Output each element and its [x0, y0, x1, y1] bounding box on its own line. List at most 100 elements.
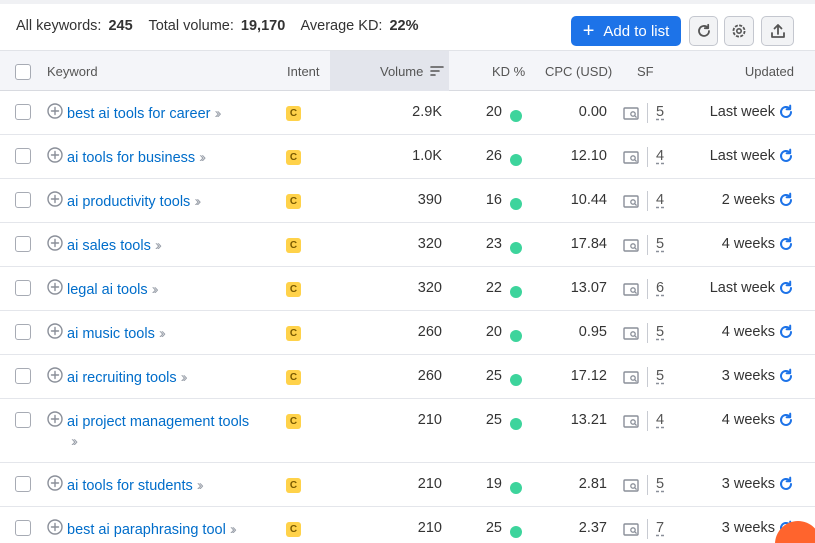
keyword-link[interactable]: best ai paraphrasing tool ›› — [67, 520, 237, 540]
serp-features-count[interactable]: 4 — [656, 192, 665, 208]
refresh-keyword-icon[interactable] — [778, 476, 794, 492]
serp-features-count[interactable]: 5 — [656, 104, 665, 120]
row-checkbox[interactable] — [15, 476, 31, 492]
row-checkbox[interactable] — [15, 148, 31, 164]
column-header-sf[interactable]: SF — [637, 64, 654, 79]
serp-snapshot-icon[interactable] — [623, 195, 639, 208]
serp-snapshot-icon[interactable] — [623, 107, 639, 120]
intent-badge[interactable]: C — [286, 478, 301, 493]
serp-snapshot-icon[interactable] — [623, 371, 639, 384]
add-keyword-icon[interactable] — [47, 103, 63, 119]
double-chevron-icon[interactable]: ›› — [158, 325, 166, 342]
intent-badge[interactable]: C — [286, 282, 301, 297]
refresh-keyword-icon[interactable] — [778, 368, 794, 384]
kd-value: 25 — [485, 520, 502, 536]
row-checkbox[interactable] — [15, 104, 31, 120]
column-header-updated[interactable]: Updated — [744, 64, 794, 79]
serp-snapshot-icon[interactable] — [623, 327, 639, 340]
table-row: legal ai tools ›› C 320 22 13.07 6 Last week — [0, 267, 815, 311]
table-row: ai tools for business ›› C 1.0K 26 12.10 4 Last… — [0, 135, 815, 179]
add-keyword-icon[interactable] — [47, 323, 63, 339]
serp-features-count[interactable]: 5 — [656, 324, 665, 340]
double-chevron-icon[interactable]: ›› — [194, 193, 201, 210]
add-keyword-icon[interactable] — [47, 475, 63, 491]
row-checkbox[interactable] — [15, 412, 31, 428]
keyword-link[interactable]: best ai tools for career ›› — [67, 104, 221, 124]
column-header-intent[interactable]: Intent — [287, 64, 320, 79]
intent-badge[interactable]: C — [286, 238, 301, 253]
serp-features-count[interactable]: 5 — [656, 476, 665, 492]
row-checkbox[interactable] — [15, 324, 31, 340]
intent-badge[interactable]: C — [286, 150, 301, 165]
updated-value: Last week — [709, 280, 775, 296]
keyword-link[interactable]: ai project management tools ›› — [67, 412, 267, 452]
table-header: Keyword Intent Volume KD % CPC (USD) SF … — [0, 50, 815, 91]
export-button[interactable] — [761, 16, 794, 46]
column-header-keyword[interactable]: Keyword — [47, 64, 98, 79]
intent-badge[interactable]: C — [286, 414, 301, 429]
double-chevron-icon[interactable]: ›› — [71, 433, 78, 450]
serp-snapshot-icon[interactable] — [623, 239, 639, 252]
add-keyword-icon[interactable] — [47, 519, 63, 535]
row-checkbox[interactable] — [15, 520, 31, 536]
add-keyword-icon[interactable] — [47, 191, 63, 207]
intent-badge[interactable]: C — [286, 370, 301, 385]
add-to-list-button[interactable]: + Add to list — [571, 16, 681, 46]
refresh-keyword-icon[interactable] — [778, 412, 794, 428]
keyword-link[interactable]: ai sales tools ›› — [67, 236, 162, 256]
serp-snapshot-icon[interactable] — [623, 283, 639, 296]
serp-snapshot-icon[interactable] — [623, 151, 639, 164]
select-all-checkbox[interactable] — [15, 64, 31, 80]
intent-badge[interactable]: C — [286, 522, 301, 537]
add-keyword-icon[interactable] — [47, 367, 63, 383]
refresh-keyword-icon[interactable] — [778, 192, 794, 208]
double-chevron-icon[interactable]: ›› — [180, 369, 188, 386]
kd-indicator-dot — [510, 374, 522, 386]
serp-features-count[interactable]: 7 — [656, 520, 665, 536]
keyword-link[interactable]: ai productivity tools ›› — [67, 192, 201, 212]
add-keyword-icon[interactable] — [47, 235, 63, 251]
double-chevron-icon[interactable]: ›› — [154, 237, 162, 254]
column-header-cpc[interactable]: CPC (USD) — [545, 64, 613, 79]
double-chevron-icon[interactable]: ›› — [199, 149, 206, 166]
refresh-keyword-icon[interactable] — [778, 104, 794, 120]
serp-snapshot-icon[interactable] — [623, 479, 639, 492]
intent-badge[interactable]: C — [286, 106, 301, 121]
serp-features-count[interactable]: 4 — [656, 412, 665, 428]
intent-badge[interactable]: C — [286, 194, 301, 209]
serp-features-count[interactable]: 5 — [656, 236, 665, 252]
add-keyword-icon[interactable] — [47, 279, 63, 295]
serp-snapshot-icon[interactable] — [623, 523, 639, 536]
row-checkbox[interactable] — [15, 368, 31, 384]
keyword-link[interactable]: legal ai tools ›› — [67, 280, 159, 300]
refresh-button[interactable] — [689, 16, 718, 46]
settings-button[interactable] — [724, 16, 754, 46]
double-chevron-icon[interactable]: ›› — [151, 281, 159, 298]
row-checkbox[interactable] — [15, 192, 31, 208]
double-chevron-icon[interactable]: ›› — [196, 477, 204, 494]
help-button[interactable] — [775, 521, 815, 543]
cpc-value: 2.37 — [578, 520, 607, 536]
refresh-keyword-icon[interactable] — [778, 148, 794, 164]
serp-features-count[interactable]: 5 — [656, 368, 665, 384]
column-header-volume[interactable]: Volume — [380, 64, 444, 79]
serp-features-count[interactable]: 6 — [656, 280, 665, 296]
add-keyword-icon[interactable] — [47, 411, 63, 427]
keyword-link[interactable]: ai tools for business ›› — [67, 148, 206, 168]
row-checkbox[interactable] — [15, 236, 31, 252]
double-chevron-icon[interactable]: ›› — [229, 521, 237, 538]
row-checkbox[interactable] — [15, 280, 31, 296]
serp-features-count[interactable]: 4 — [656, 148, 665, 164]
keyword-link[interactable]: ai music tools ›› — [67, 324, 166, 344]
serp-snapshot-icon[interactable] — [623, 415, 639, 428]
refresh-keyword-icon[interactable] — [778, 280, 794, 296]
volume-value: 210 — [417, 476, 442, 492]
refresh-keyword-icon[interactable] — [778, 236, 794, 252]
add-keyword-icon[interactable] — [47, 147, 63, 163]
column-header-kd[interactable]: KD % — [492, 64, 526, 79]
double-chevron-icon[interactable]: ›› — [214, 105, 221, 122]
refresh-keyword-icon[interactable] — [778, 324, 794, 340]
keyword-link[interactable]: ai recruiting tools ›› — [67, 368, 188, 388]
keyword-link[interactable]: ai tools for students ›› — [67, 476, 204, 496]
intent-badge[interactable]: C — [286, 326, 301, 341]
